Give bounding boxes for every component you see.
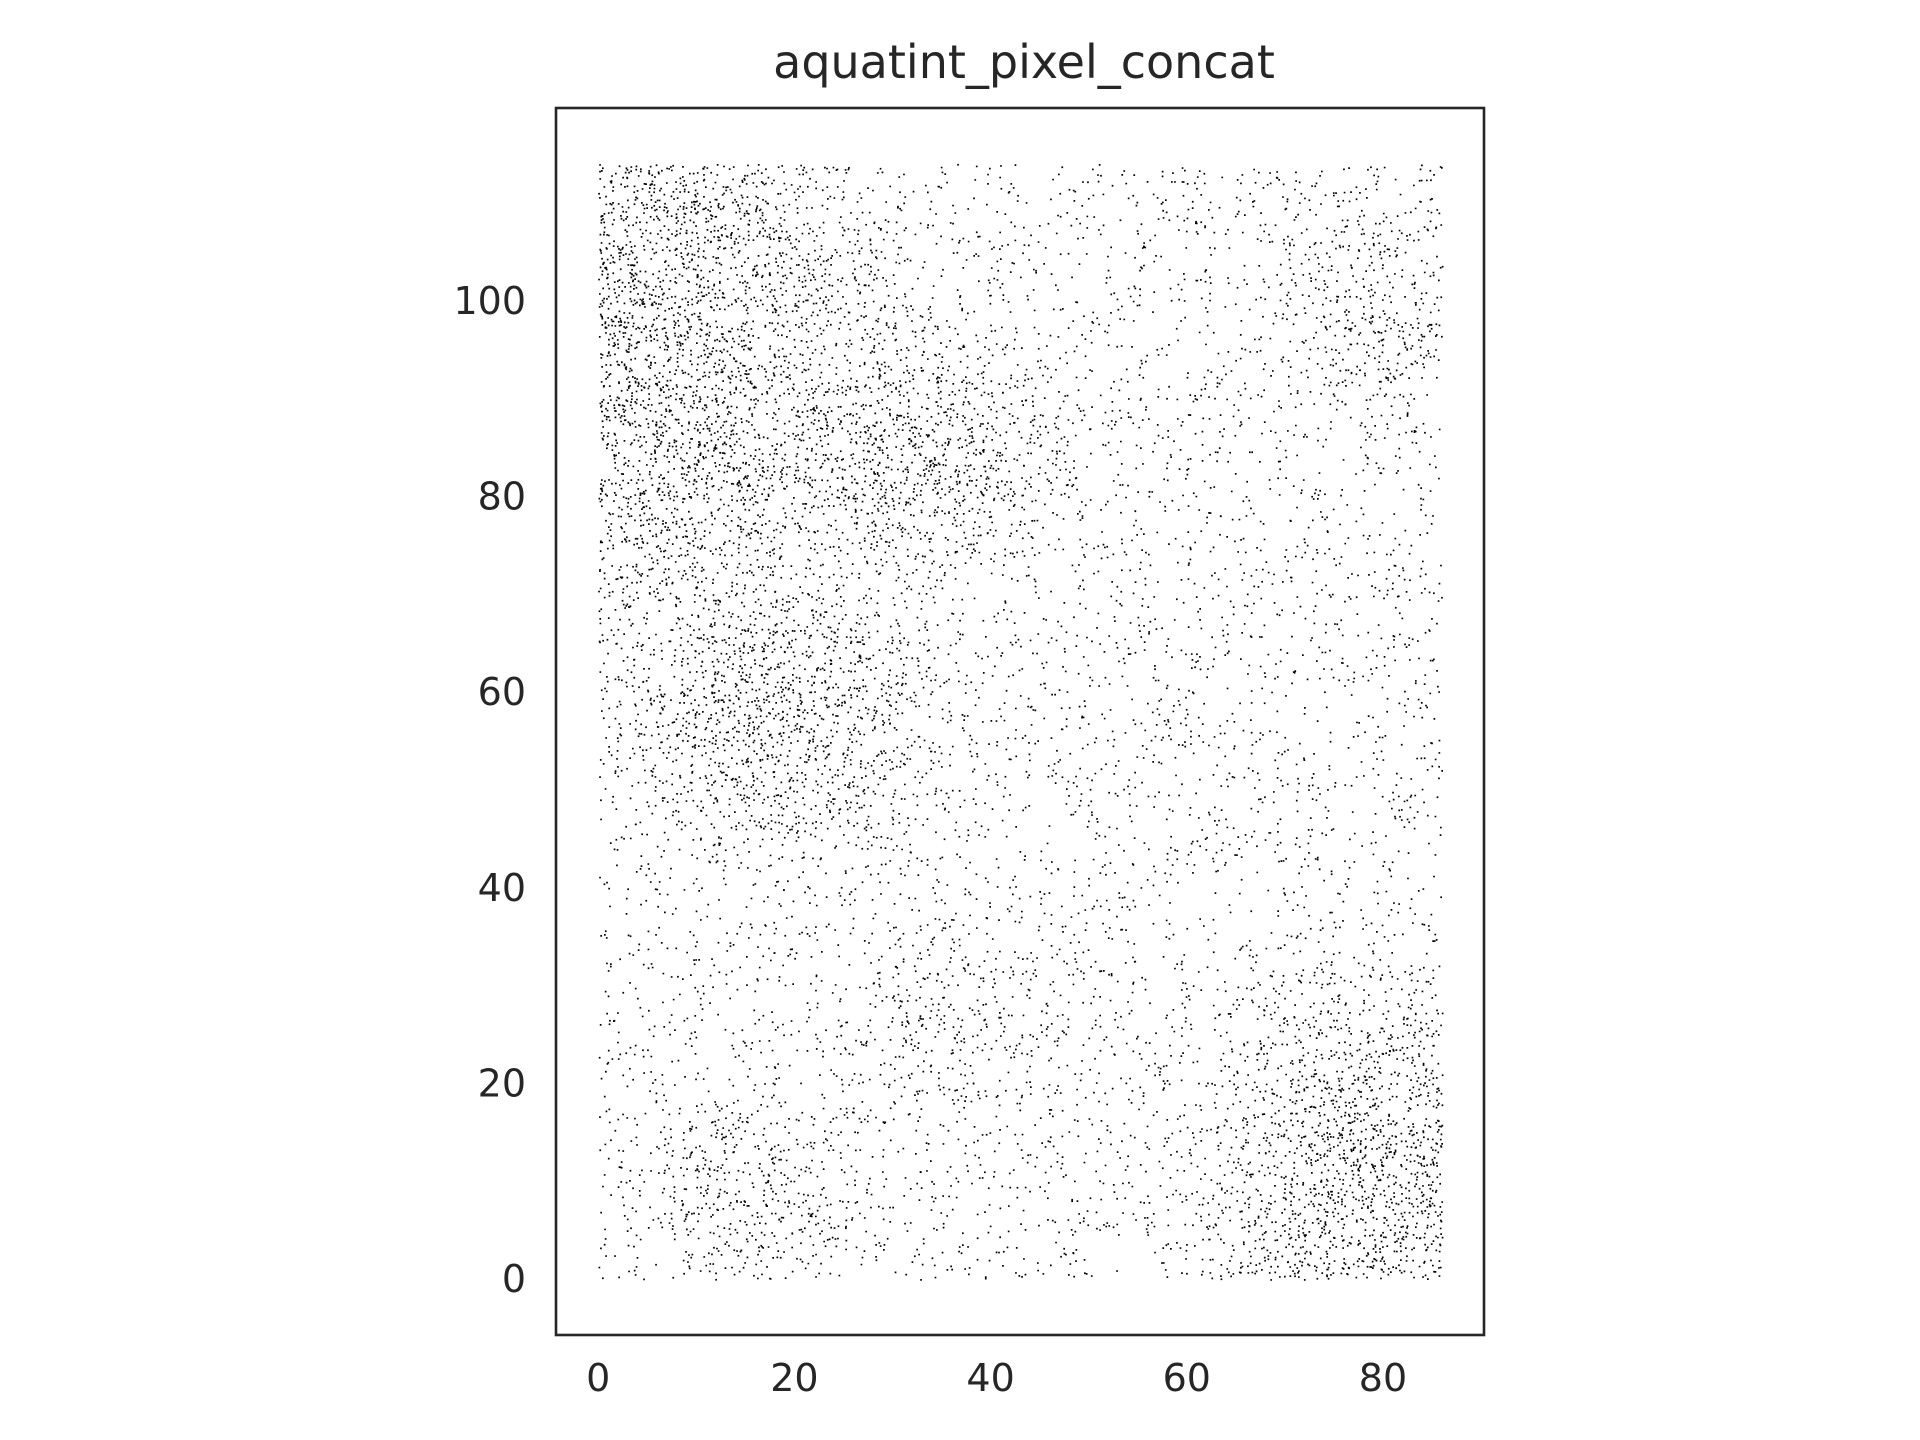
scatter-point-cloud: [598, 163, 1444, 1281]
x-axis-ticks: 0 20 40 60 80: [586, 1356, 1407, 1400]
plot-frame: [554, 106, 1486, 1337]
x-tick-label: 80: [1359, 1356, 1407, 1400]
scatter-points: [598, 163, 1444, 1281]
x-tick-label: 60: [1163, 1356, 1211, 1400]
x-tick-label: 20: [770, 1356, 818, 1400]
y-tick-label: 80: [478, 474, 526, 518]
y-tick-label: 0: [502, 1257, 526, 1301]
y-tick-label: 100: [453, 279, 526, 323]
y-tick-label: 20: [478, 1062, 526, 1106]
x-tick-label: 0: [586, 1356, 610, 1400]
y-tick-label: 40: [478, 866, 526, 910]
y-axis-ticks: 0 20 40 60 80 100: [453, 279, 526, 1301]
y-tick-label: 60: [478, 670, 526, 714]
x-tick-label: 40: [966, 1356, 1014, 1400]
chart-title: aquatint_pixel_concat: [773, 35, 1275, 89]
